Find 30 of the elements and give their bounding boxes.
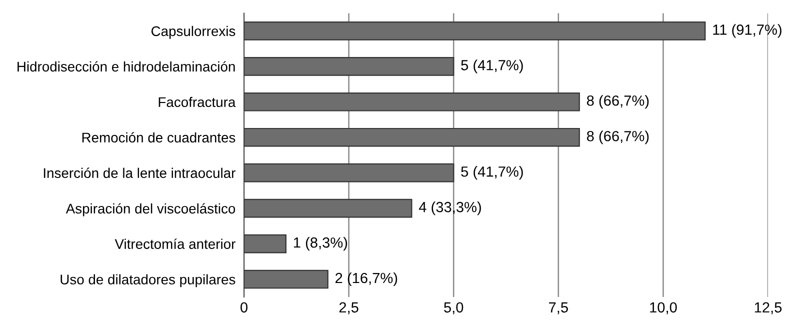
- data-label: 5 (41,7%): [461, 166, 523, 180]
- y-tick-label: Capsulorrexis: [151, 26, 236, 39]
- y-tick-label: Hidrodisección e hidrodelaminación: [18, 61, 235, 72]
- x-tick-label: 5,0: [444, 302, 464, 314]
- x-tick-label: 10,0: [650, 302, 677, 314]
- bar: [244, 128, 580, 147]
- data-label: 8 (66,7%): [586, 130, 649, 144]
- bar: [244, 22, 706, 40]
- x-tick-label: 7,5: [549, 302, 568, 314]
- data-label: 2 (16,7%): [336, 272, 398, 286]
- bar: [244, 56, 454, 76]
- bar: [244, 92, 580, 112]
- x-tick-label: 2,5: [339, 302, 358, 314]
- data-label: 1 (8,3%): [294, 236, 348, 251]
- y-tick-label: Uso de dilatadores pupilares: [60, 274, 236, 288]
- bar: [244, 163, 454, 182]
- y-tick-label: Vitrectomía anterior: [114, 238, 236, 249]
- x-tick-label: 0: [240, 302, 248, 313]
- x-tick-label: 12,5: [754, 302, 782, 314]
- bar: [244, 198, 412, 218]
- bar: [244, 234, 286, 254]
- data-label: 5 (41,7%): [461, 60, 523, 74]
- y-tick-label: Aspiración del viscoelástico: [66, 203, 236, 216]
- data-label: 8 (66,7%): [586, 95, 649, 109]
- bar: [244, 270, 328, 289]
- data-label: 4 (33,3%): [418, 202, 481, 216]
- data-label: 11 (91,7%): [713, 24, 782, 38]
- y-tick-label: Remoción de cuadrantes: [82, 132, 236, 143]
- y-tick-label: Facofractura: [158, 96, 236, 108]
- y-tick-label: Inserción de la lente intraocular: [44, 168, 236, 178]
